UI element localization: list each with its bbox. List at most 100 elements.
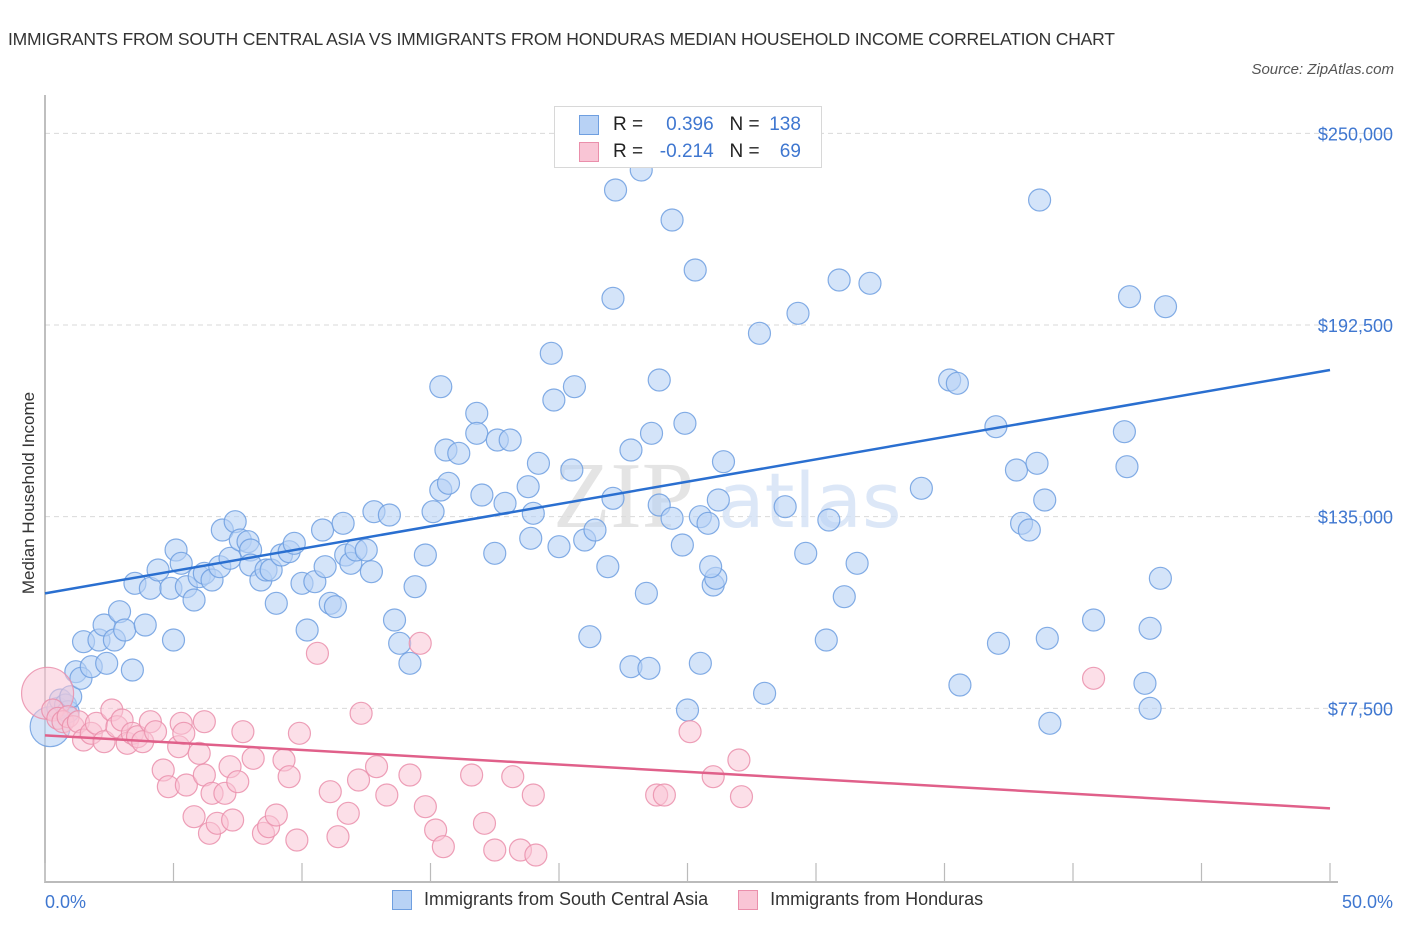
- data-point: [683, 258, 707, 282]
- legend-swatch-pink: [579, 142, 599, 162]
- data-point: [92, 730, 116, 754]
- data-point: [1017, 518, 1041, 542]
- r-label: R =: [613, 114, 644, 135]
- data-point: [359, 560, 383, 584]
- data-point: [354, 538, 378, 562]
- data-point: [287, 721, 312, 745]
- data-point: [660, 506, 684, 530]
- data-point: [408, 631, 432, 655]
- data-point: [403, 575, 427, 599]
- data-point: [858, 271, 882, 295]
- data-point: [634, 581, 658, 605]
- data-point: [264, 803, 288, 827]
- data-point: [305, 641, 330, 665]
- data-point: [639, 421, 664, 445]
- data-point: [1138, 616, 1162, 640]
- data-point: [601, 286, 625, 310]
- data-point: [182, 588, 206, 612]
- data-point: [711, 450, 736, 474]
- data-point: [832, 585, 856, 609]
- data-point: [313, 555, 337, 579]
- data-point: [226, 770, 250, 794]
- data-point: [562, 375, 587, 399]
- data-point: [706, 488, 730, 512]
- data-point: [398, 651, 422, 675]
- legend-swatch-pink: [738, 889, 759, 910]
- series-legend: Immigrants from South Central Asia Immig…: [392, 889, 1013, 910]
- data-point: [174, 773, 198, 797]
- data-point: [413, 543, 437, 567]
- data-point: [1081, 666, 1106, 690]
- data-point: [603, 178, 628, 202]
- y-tick-label: $135,000: [1318, 508, 1393, 528]
- data-point: [814, 628, 838, 652]
- data-point: [501, 765, 525, 789]
- data-point: [578, 625, 602, 649]
- data-point: [447, 441, 471, 465]
- data-point: [375, 783, 399, 807]
- data-point: [583, 518, 607, 542]
- data-point: [660, 208, 684, 232]
- data-point: [483, 838, 507, 862]
- data-point: [331, 511, 355, 535]
- data-point: [470, 483, 494, 507]
- data-point: [133, 613, 157, 637]
- n-value: 69: [779, 141, 801, 162]
- data-point: [1148, 566, 1172, 590]
- data-point: [310, 518, 335, 542]
- data-point: [647, 368, 671, 392]
- legend-label: Immigrants from Honduras: [770, 889, 984, 909]
- legend-row-honduras: R = -0.214 N = 69: [579, 139, 801, 165]
- data-point: [182, 805, 206, 829]
- data-point: [161, 628, 186, 652]
- data-point: [326, 825, 350, 849]
- data-point: [909, 476, 933, 500]
- data-point: [1035, 626, 1059, 650]
- data-point: [1033, 488, 1057, 512]
- data-point: [146, 558, 170, 582]
- y-tick-label: $77,500: [1328, 699, 1393, 719]
- data-point: [172, 721, 196, 745]
- data-point: [465, 421, 489, 445]
- legend-item-honduras[interactable]: Immigrants from Honduras: [738, 889, 983, 910]
- data-point: [675, 698, 700, 722]
- legend-label: Immigrants from South Central Asia: [424, 889, 709, 909]
- data-point: [231, 720, 255, 744]
- data-point: [398, 763, 422, 787]
- data-point: [1117, 285, 1142, 309]
- trend-lines: [44, 368, 1331, 810]
- data-point: [752, 681, 777, 705]
- data-point: [670, 533, 694, 557]
- data-point: [336, 801, 360, 825]
- x-tick-label: 0.0%: [45, 892, 86, 912]
- data-point: [95, 651, 119, 675]
- data-point: [472, 811, 497, 835]
- data-point: [346, 768, 371, 792]
- gridlines: [45, 132, 1395, 709]
- data-point: [460, 763, 484, 787]
- axes: [44, 95, 1338, 883]
- n-label: N =: [729, 114, 760, 135]
- data-point: [516, 475, 540, 499]
- r-value: -0.214: [659, 141, 714, 162]
- y-axis-label: Median Household Income: [19, 392, 38, 594]
- data-point: [285, 828, 309, 852]
- data-point: [120, 658, 144, 682]
- data-point: [113, 618, 137, 642]
- data-point: [377, 503, 401, 527]
- data-point: [436, 471, 461, 495]
- watermark-atlas: atlas: [718, 456, 902, 545]
- data-point: [323, 595, 348, 619]
- data-point: [382, 608, 407, 632]
- data-point: [521, 783, 545, 807]
- data-point: [431, 835, 455, 859]
- data-point: [277, 765, 301, 789]
- data-point: [652, 783, 676, 807]
- data-point: [817, 508, 841, 532]
- data-point: [498, 428, 522, 452]
- data-point: [773, 495, 797, 519]
- data-point: [421, 500, 445, 524]
- legend-item-south-central-asia[interactable]: Immigrants from South Central Asia: [392, 889, 708, 910]
- data-point: [264, 591, 288, 615]
